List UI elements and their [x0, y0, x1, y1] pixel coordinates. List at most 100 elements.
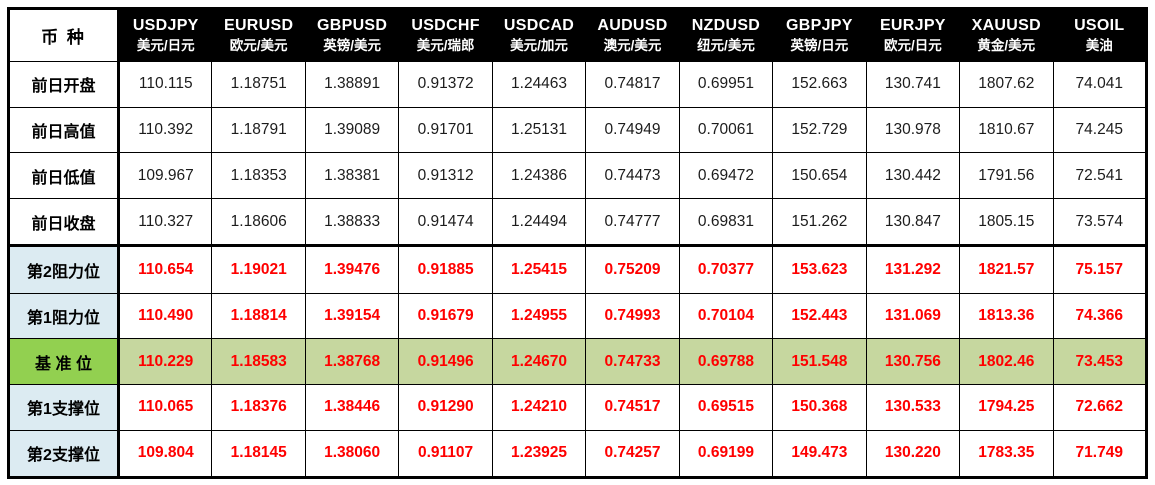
pair-symbol: GBPJPY	[786, 17, 853, 34]
column-header-nzdusd: NZDUSD 纽元/美元	[678, 8, 774, 62]
value-cell: 151.262	[772, 197, 867, 247]
pair-symbol: USDCHF	[411, 17, 480, 34]
value-cell: 0.74949	[585, 106, 680, 154]
value-cell: 131.069	[865, 292, 961, 340]
value-cell: 1.38833	[304, 197, 400, 247]
value-cell: 0.91474	[398, 197, 493, 247]
column-header-eurjpy: EURJPY 欧元/日元	[865, 8, 961, 62]
value-cell: 71.749	[1052, 429, 1148, 479]
pair-symbol: USOIL	[1074, 17, 1125, 34]
column-header-usdcad: USDCAD 美元/加元	[491, 8, 587, 62]
value-cell: 0.74817	[585, 61, 680, 108]
value-cell: 1.24955	[491, 292, 587, 340]
value-cell: 0.91496	[398, 338, 493, 385]
row-label: 第1支撑位	[8, 383, 120, 431]
pair-name-cn: 黄金/美元	[977, 38, 1036, 53]
column-header-gbpusd: GBPUSD 英镑/美元	[304, 8, 400, 62]
pivot-table: 币 种 USDJPY 美元/日元 EURUSD 欧元/美元 GBPUSD 英镑/美元 USD…	[7, 7, 1148, 479]
value-cell: 130.533	[865, 383, 961, 431]
value-cell: 1.23925	[491, 429, 587, 479]
value-cell: 1.24670	[491, 338, 587, 385]
column-header-gbpjpy: GBPJPY 英镑/日元	[772, 8, 867, 62]
value-cell: 131.292	[865, 244, 961, 294]
value-cell: 130.847	[865, 197, 961, 247]
row-label: 前日收盘	[8, 197, 120, 247]
value-cell: 1813.36	[959, 292, 1054, 340]
value-cell: 1.18376	[211, 383, 306, 431]
table-row-prev: 前日开盘 110.115 1.18751 1.38891 0.91372 1.24463 0…	[8, 61, 1148, 108]
value-cell: 152.729	[772, 106, 867, 154]
value-cell: 1.24494	[491, 197, 587, 247]
pair-name-cn: 美元/瑞郎	[416, 38, 475, 53]
value-cell: 0.74473	[585, 152, 680, 199]
row-label: 前日开盘	[8, 61, 120, 108]
pair-symbol: USDJPY	[132, 17, 199, 34]
value-cell: 1794.25	[959, 383, 1054, 431]
value-cell: 1.25131	[491, 106, 587, 154]
value-cell: 1.25415	[491, 244, 587, 294]
value-cell: 72.662	[1052, 383, 1148, 431]
row-label: 前日高值	[8, 106, 120, 154]
value-cell: 1.39089	[304, 106, 400, 154]
value-cell: 1810.67	[959, 106, 1054, 154]
value-cell: 0.70377	[678, 244, 774, 294]
value-cell: 149.473	[772, 429, 867, 479]
pair-symbol: USDCAD	[503, 17, 575, 34]
value-cell: 130.756	[865, 338, 961, 385]
value-cell: 152.663	[772, 61, 867, 108]
row-label: 第2阻力位	[8, 244, 120, 294]
table-header: 币 种 USDJPY 美元/日元 EURUSD 欧元/美元 GBPUSD 英镑/美元 USD…	[8, 8, 1148, 62]
value-cell: 74.245	[1052, 106, 1148, 154]
value-cell: 1.24210	[491, 383, 587, 431]
value-cell: 0.91107	[398, 429, 493, 479]
value-cell: 1.18751	[211, 61, 306, 108]
value-cell: 109.967	[117, 152, 213, 199]
value-cell: 130.442	[865, 152, 961, 199]
pair-name-cn: 美油	[1085, 38, 1113, 53]
value-cell: 1.24386	[491, 152, 587, 199]
value-cell: 72.541	[1052, 152, 1148, 199]
value-cell: 109.804	[117, 429, 213, 479]
value-cell: 0.74257	[585, 429, 680, 479]
corner-cell-currency-label: 币 种	[8, 8, 120, 62]
value-cell: 1.24463	[491, 61, 587, 108]
pair-symbol: NZDUSD	[691, 17, 761, 34]
value-cell: 1.18814	[211, 292, 306, 340]
value-cell: 110.490	[117, 292, 213, 340]
value-cell: 1.39476	[304, 244, 400, 294]
value-cell: 0.74993	[585, 292, 680, 340]
value-cell: 1805.15	[959, 197, 1054, 247]
value-cell: 1.38381	[304, 152, 400, 199]
pair-name-cn: 英镑/美元	[323, 38, 382, 53]
value-cell: 0.91290	[398, 383, 493, 431]
value-cell: 1807.62	[959, 61, 1054, 108]
value-cell: 1783.35	[959, 429, 1054, 479]
value-cell: 110.065	[117, 383, 213, 431]
value-cell: 0.69472	[678, 152, 774, 199]
value-cell: 0.91679	[398, 292, 493, 340]
value-cell: 0.69515	[678, 383, 774, 431]
pair-name-cn: 澳元/美元	[603, 38, 662, 53]
value-cell: 0.69199	[678, 429, 774, 479]
pair-symbol: XAUUSD	[971, 17, 1041, 34]
value-cell: 1.18583	[211, 338, 306, 385]
value-cell: 1.18145	[211, 429, 306, 479]
value-cell: 1.38060	[304, 429, 400, 479]
column-header-usdjpy: USDJPY 美元/日元	[117, 8, 213, 62]
table-body: 前日开盘 110.115 1.18751 1.38891 0.91372 1.24463 0…	[8, 61, 1148, 479]
value-cell: 1.38891	[304, 61, 400, 108]
column-header-eurusd: EURUSD 欧元/美元	[211, 8, 306, 62]
value-cell: 1.39154	[304, 292, 400, 340]
pair-symbol: GBPUSD	[317, 17, 388, 34]
table-row-pivot: 基 准 位 110.229 1.18583 1.38768 0.91496 1.24670…	[8, 338, 1148, 385]
header-row: 币 种 USDJPY 美元/日元 EURUSD 欧元/美元 GBPUSD 英镑/美元 USD…	[8, 8, 1148, 62]
value-cell: 0.91701	[398, 106, 493, 154]
value-cell: 0.74733	[585, 338, 680, 385]
pair-name-cn: 美元/加元	[510, 38, 568, 53]
value-cell: 110.327	[117, 197, 213, 247]
column-header-usoil: USOIL 美油	[1052, 8, 1148, 62]
column-header-xauusd: XAUUSD 黄金/美元	[959, 8, 1054, 62]
pair-symbol: EURJPY	[879, 17, 946, 34]
column-header-usdchf: USDCHF 美元/瑞郎	[398, 8, 493, 62]
value-cell: 0.69788	[678, 338, 774, 385]
